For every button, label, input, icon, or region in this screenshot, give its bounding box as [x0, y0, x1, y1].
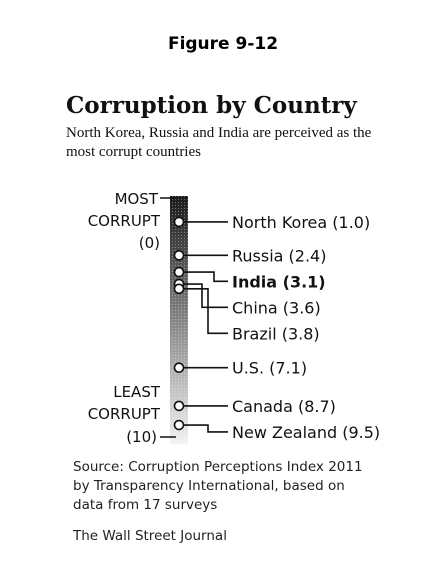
leader-line: [184, 424, 228, 433]
bottom-label-line1: LEAST: [113, 383, 161, 401]
point-label: New Zealand (9.5): [232, 423, 380, 442]
point-marker: [173, 400, 185, 412]
point-label: U.S. (7.1): [232, 359, 307, 378]
top-label-line2: CORRUPT: [88, 212, 161, 230]
figure-label: Figure 9-12: [167, 34, 279, 54]
top-label-line1: MOST: [115, 190, 159, 208]
chart-title: Corruption by Country: [66, 92, 357, 119]
bottom-label-line2: CORRUPT: [88, 405, 161, 423]
top-label-line3: (0): [139, 234, 160, 252]
source-line-2: by Transparency International, based on: [73, 478, 345, 494]
point-marker: [173, 216, 185, 228]
leader-line: [184, 288, 228, 335]
leader-line: [184, 271, 228, 283]
bottom-label-line3: (10): [126, 428, 157, 446]
point-label: Brazil (3.8): [232, 324, 320, 343]
chart-subtitle: North Korea, Russia and India are percei…: [66, 125, 372, 160]
source-note: Source: Corruption Perceptions Index 201…: [73, 458, 403, 515]
point-marker: [173, 283, 185, 295]
source-line-3: data from 17 surveys: [73, 497, 218, 513]
publisher-credit: The Wall Street Journal: [73, 528, 227, 544]
point-marker: [173, 419, 185, 431]
point-label: Russia (2.4): [232, 246, 326, 265]
leader-line: [184, 283, 228, 309]
point-label: China (3.6): [232, 298, 321, 317]
point-label: India (3.1): [232, 272, 326, 291]
point-label: North Korea (1.0): [232, 213, 370, 232]
point-marker: [173, 266, 185, 278]
country-marks: North Korea (1.0) Russia (2.4) India (3.1)…: [173, 213, 380, 442]
source-line-1: Source: Corruption Perceptions Index 201…: [73, 459, 363, 475]
point-label: Canada (8.7): [232, 397, 336, 416]
point-marker: [173, 362, 185, 373]
point-marker: [173, 250, 185, 261]
